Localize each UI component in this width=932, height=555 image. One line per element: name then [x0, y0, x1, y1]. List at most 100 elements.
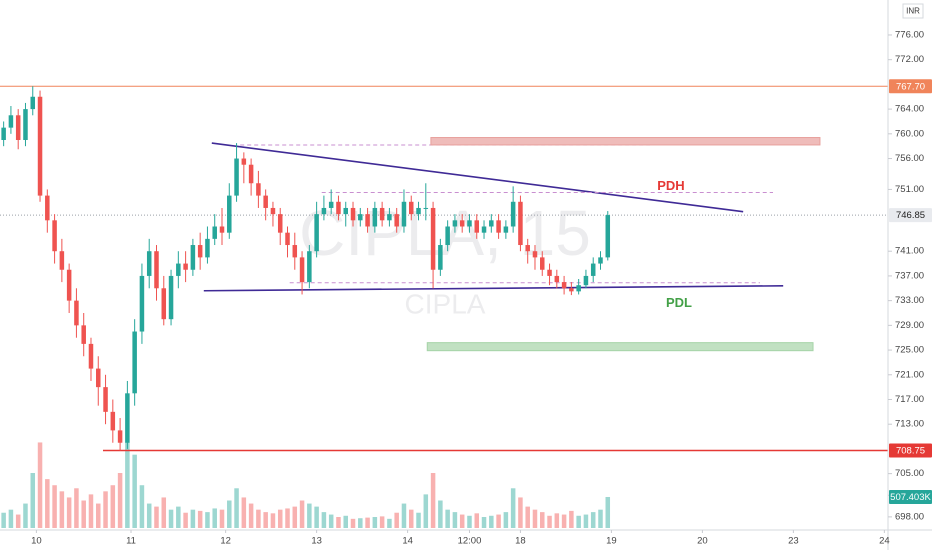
- volume-bar: [590, 512, 596, 528]
- volume-bar: [379, 516, 385, 528]
- volume-bar: [496, 514, 501, 528]
- volume-bar: [96, 503, 101, 528]
- volume-bar: [88, 494, 94, 528]
- x-tick-label: 12: [220, 536, 231, 547]
- candle-body: [132, 331, 137, 394]
- candle-body: [430, 207, 436, 270]
- volume-bar: [481, 517, 487, 528]
- y-tick-label: 713.00: [895, 419, 924, 430]
- x-tick-label: 12:00: [458, 536, 482, 547]
- candle-body: [328, 201, 334, 208]
- volume-bar: [569, 510, 574, 528]
- candle-body: [154, 251, 159, 289]
- volume-bar: [1, 512, 6, 528]
- volume-bar: [328, 514, 334, 528]
- volume-bar: [532, 509, 538, 528]
- zone: [430, 137, 821, 146]
- candle-body: [416, 207, 421, 215]
- candle-body: [270, 207, 276, 215]
- y-tick-label: 729.00: [895, 320, 924, 331]
- volume-bar: [525, 506, 530, 528]
- volume-bar: [146, 503, 152, 528]
- candle-body: [277, 214, 283, 233]
- candle-body: [518, 201, 523, 246]
- volume-bar: [343, 515, 348, 528]
- volume-bar: [314, 506, 319, 528]
- volume-bar: [125, 442, 130, 528]
- x-tick-label: 10: [31, 536, 42, 547]
- volume-bar: [30, 473, 36, 528]
- candle-body: [496, 220, 501, 233]
- volume-bar: [452, 512, 458, 528]
- price-label-box: [889, 208, 932, 223]
- volume-bar: [161, 497, 167, 528]
- candle-body: [234, 158, 239, 196]
- candle-body: [15, 115, 21, 141]
- y-tick-label: 737.00: [895, 270, 924, 281]
- currency-box[interactable]: [902, 3, 924, 19]
- x-tick-label: 13: [311, 536, 322, 547]
- candle-body: [256, 183, 261, 196]
- x-tick-label: 24: [879, 536, 890, 547]
- candle-body: [459, 220, 465, 227]
- x-tick-label: 14: [402, 536, 413, 547]
- volume-bar: [430, 473, 436, 528]
- price-label: 507.403K: [890, 492, 931, 503]
- x-tick-label: 18: [515, 536, 526, 547]
- candle-body: [481, 226, 487, 233]
- candle-body: [590, 263, 596, 276]
- candle-body: [525, 245, 530, 252]
- volume-bar: [358, 518, 363, 528]
- y-tick-label: 776.00: [895, 29, 924, 40]
- volume-bar: [117, 473, 123, 528]
- candle-body: [445, 226, 450, 246]
- candle-body: [30, 96, 36, 110]
- volume-bar: [270, 513, 276, 528]
- candle-body: [350, 207, 356, 221]
- x-tick-label: 23: [788, 536, 799, 547]
- volume-bar: [285, 508, 290, 528]
- candle-body: [81, 325, 86, 344]
- volume-bar: [401, 503, 407, 528]
- volume-bar: [205, 512, 210, 528]
- volume-bar: [139, 485, 145, 528]
- candle-body: [387, 214, 392, 221]
- candle-body: [263, 195, 268, 208]
- y-tick-label: 698.00: [895, 511, 924, 522]
- candle-body: [45, 195, 50, 221]
- candle-body: [408, 201, 414, 215]
- candle-body: [248, 164, 254, 184]
- volume-bar: [212, 508, 217, 528]
- candle-body: [227, 195, 232, 233]
- candle-body: [438, 245, 443, 270]
- volume-bar: [598, 509, 603, 528]
- candle-body: [139, 275, 145, 332]
- price-label-box: [889, 489, 932, 504]
- candle-body: [161, 288, 167, 320]
- candle-body: [37, 96, 43, 196]
- volume-bar: [510, 488, 516, 528]
- candle-body: [503, 226, 509, 233]
- x-tick-label: 11: [126, 536, 136, 547]
- candle-body: [212, 226, 217, 239]
- trend-line: [211, 142, 744, 213]
- volume-bar: [132, 454, 137, 528]
- candle-body: [474, 220, 480, 233]
- candle-body: [358, 214, 363, 221]
- trend-line: [203, 285, 784, 292]
- candle-body: [307, 251, 312, 283]
- volume-bar: [45, 479, 50, 528]
- candle-body: [205, 238, 210, 258]
- candle-body: [241, 158, 247, 165]
- volume-bar: [81, 500, 86, 528]
- volume-bar: [350, 518, 356, 528]
- candle-body: [183, 263, 188, 270]
- y-tick-label: 725.00: [895, 345, 924, 356]
- volume-bar: [292, 506, 298, 528]
- candle-body: [96, 368, 101, 388]
- volume-bar: [394, 512, 399, 528]
- volume-bar: [372, 517, 378, 528]
- candle-body: [540, 257, 545, 270]
